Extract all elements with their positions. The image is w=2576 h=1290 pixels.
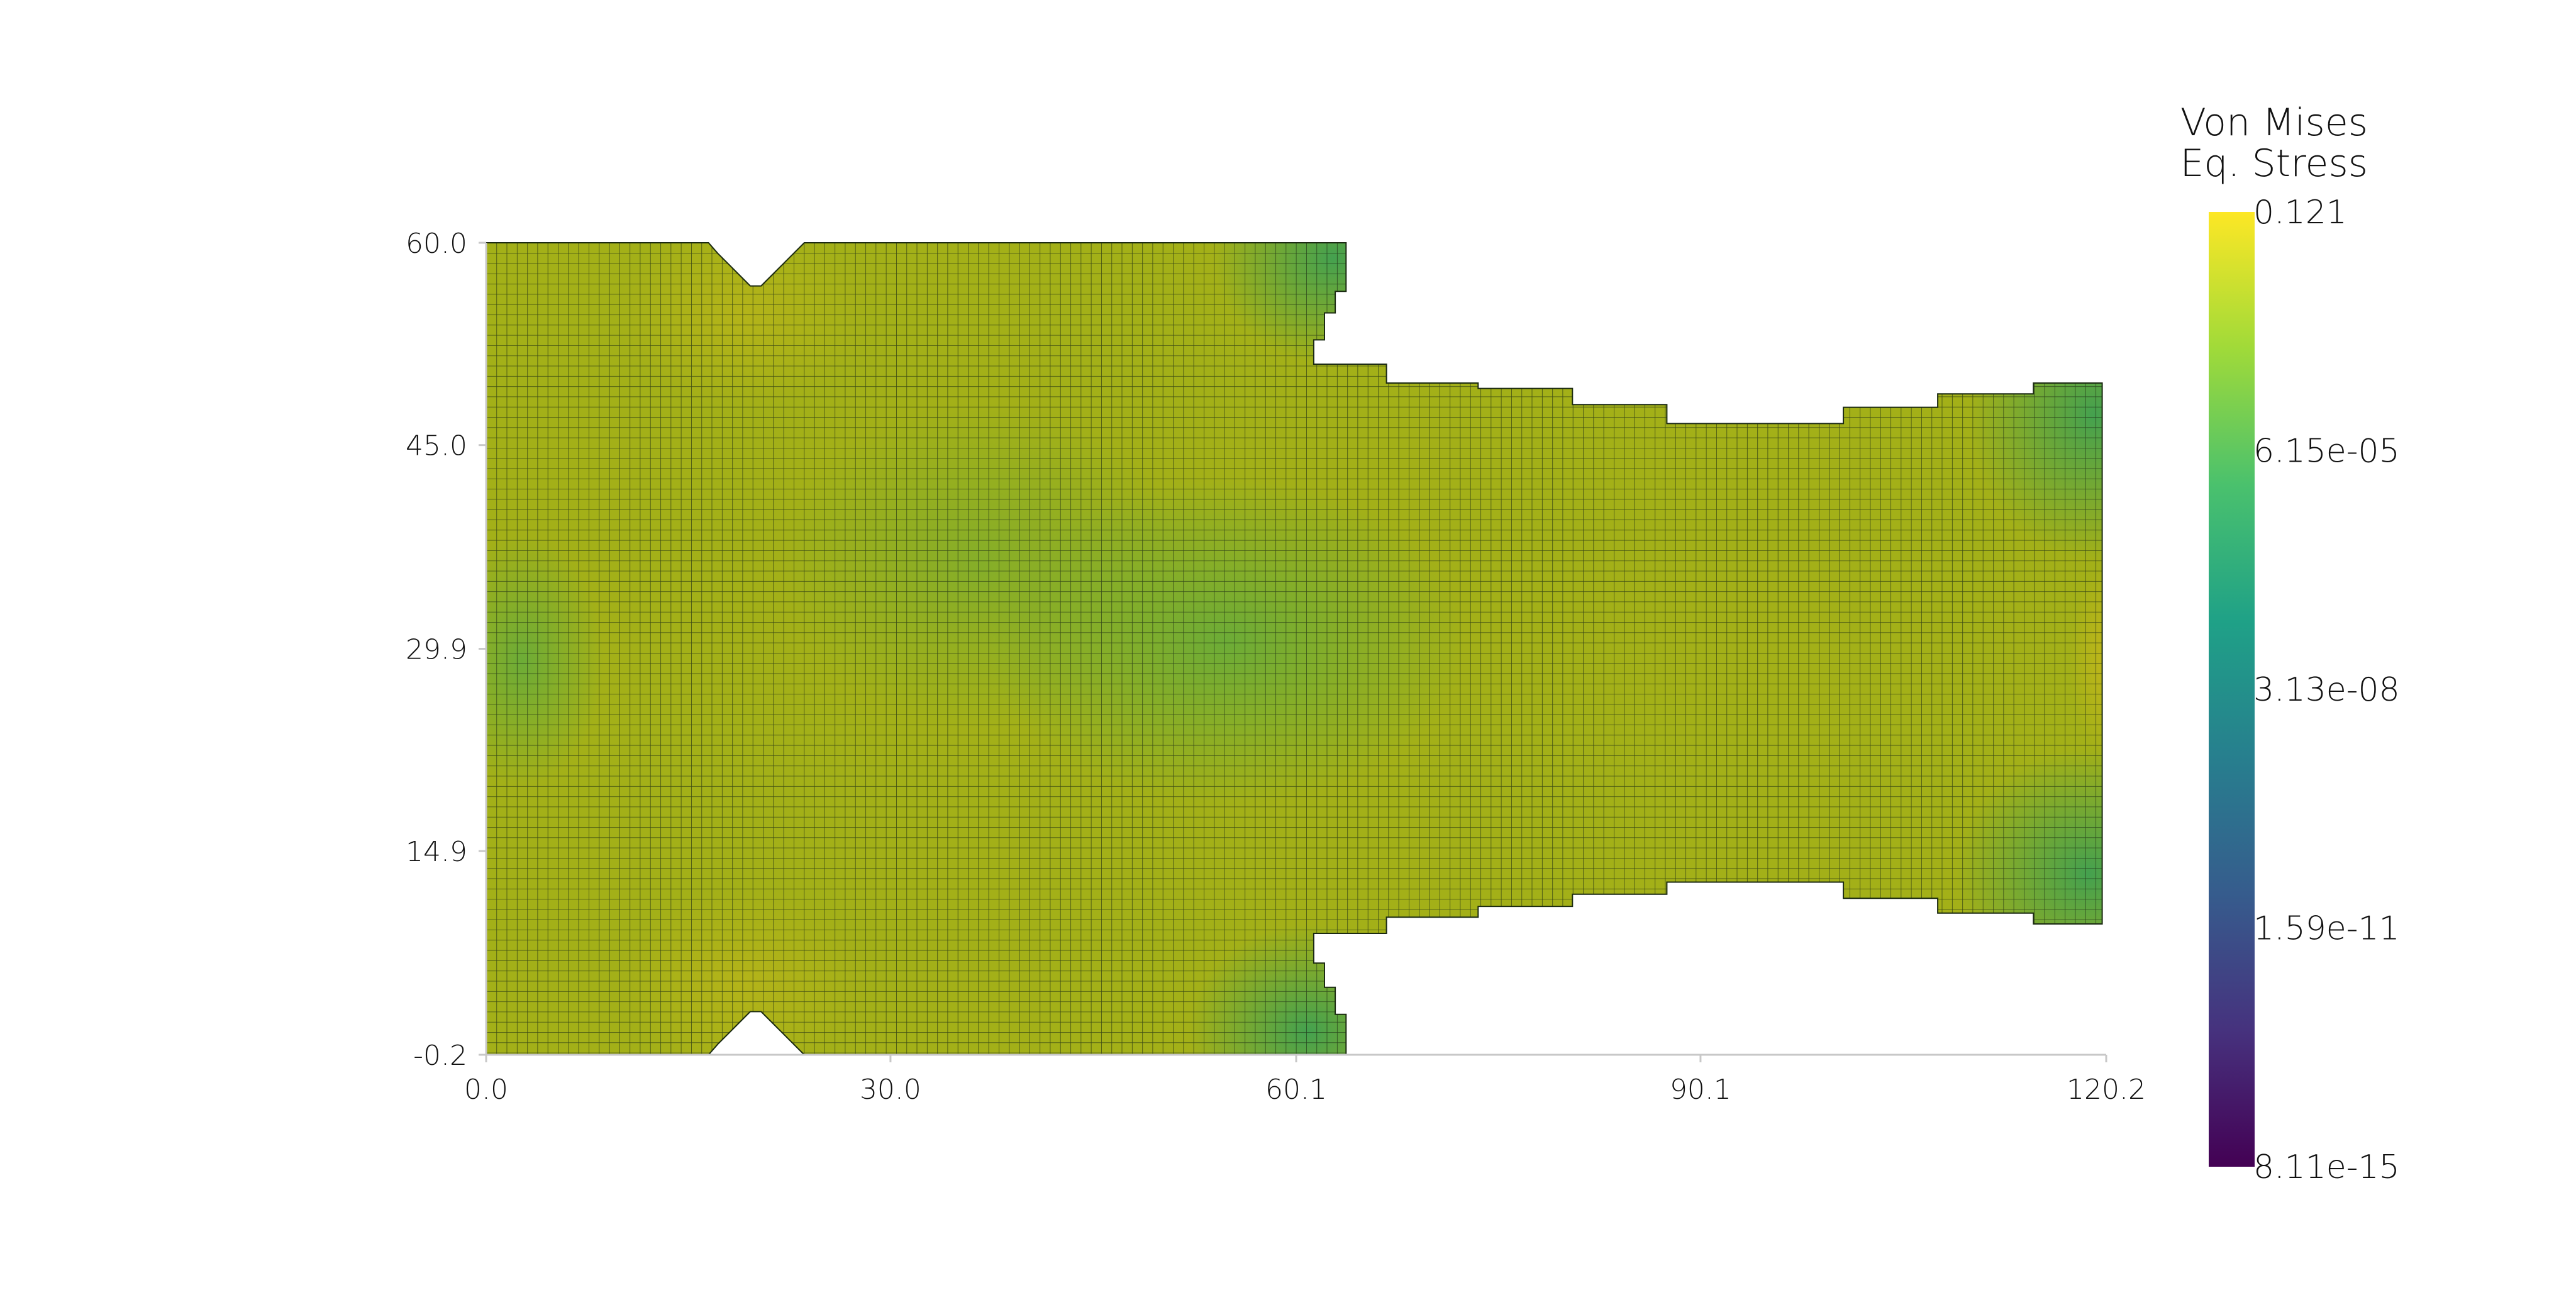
colorbar-label: 0.121 [2253,194,2347,231]
x-ticks: 0.0 30.0 60.1 90.1 120.2 [464,1055,2146,1106]
x-tick-label: 90.1 [1670,1074,1731,1106]
colorbar-title-line-2: Eq. Stress [2180,142,2368,186]
y-tick-label: -0.2 [413,1040,467,1072]
y-ticks: -0.2 14.9 29.9 45.0 60.0 [406,228,486,1072]
y-tick-label: 14.9 [406,836,467,868]
colorbar-label: 1.59e-11 [2253,910,2400,948]
stress-shading [486,243,2102,1055]
y-tick-label: 29.9 [406,634,467,666]
y-tick-label: 45.0 [406,430,467,462]
colorbar: Von Mises Eq. Stress 0.121 6.15e-05 3.13e-… [2180,101,2399,1186]
colorbar-labels: 0.121 6.15e-05 3.13e-08 1.59e-11 8.11e-15 [2253,194,2400,1186]
axes: 0.0 30.0 60.1 90.1 120.2 -0.2 14.9 29.9 45.0 60.… [406,228,2146,1106]
mesh-field [486,242,2103,1055]
y-tick-label: 60.0 [406,228,467,260]
colorbar-label: 8.11e-15 [2253,1148,2400,1186]
colorbar-label: 6.15e-05 [2253,433,2400,470]
x-tick-label: 0.0 [464,1074,508,1106]
x-tick-label: 120.2 [2067,1074,2146,1106]
colorbar-gradient [2209,212,2255,1167]
colorbar-title-line-1: Von Mises [2180,101,2368,145]
colorbar-label: 3.13e-08 [2253,671,2400,709]
x-tick-label: 60.1 [1265,1074,1327,1106]
x-tick-label: 30.0 [860,1074,921,1106]
